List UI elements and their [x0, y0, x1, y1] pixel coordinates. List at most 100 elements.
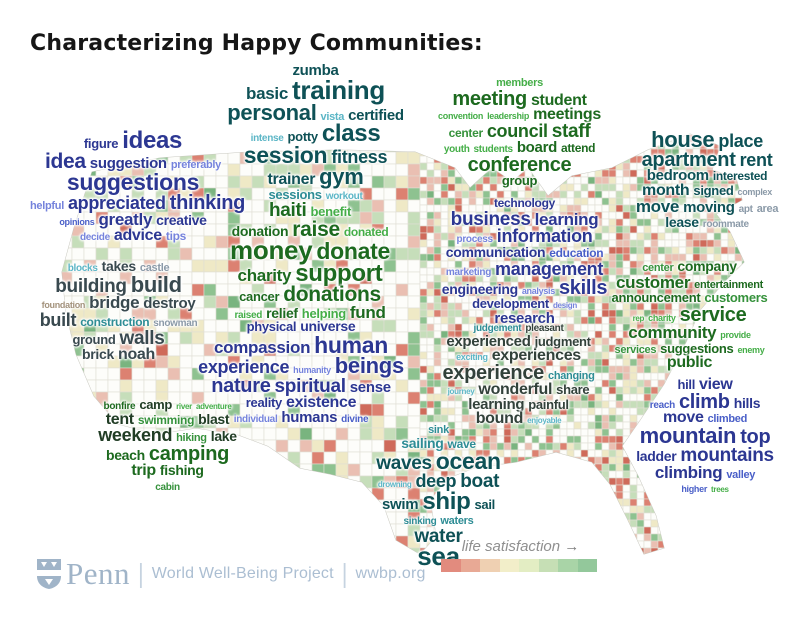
cluster-meeting: members meeting student convention leadershi… [427, 75, 612, 189]
cloud-word: provide [720, 329, 751, 340]
cluster-ocean: sink sailing wave waves ocean drowning deep boa… [366, 422, 511, 569]
cloud-word: hiking [176, 432, 207, 445]
cloud-word: ocean [435, 448, 501, 475]
cloud-word: meeting [452, 87, 527, 110]
cloud-word: benefit [310, 204, 352, 219]
cloud-word: beach [105, 447, 145, 464]
cloud-word: personal [227, 99, 317, 125]
cloud-word: top [740, 426, 771, 449]
cloud-word: climb [678, 390, 730, 413]
cloud-word: public [666, 354, 713, 372]
cloud-word: management [495, 258, 604, 279]
legend-gradient-segment [577, 559, 597, 572]
cloud-word: reach [649, 399, 675, 411]
cloud-word: services [614, 343, 657, 356]
cloud-word: swim [382, 495, 419, 513]
cluster-money: haiti benefit donation raise donated money don… [196, 201, 424, 322]
cloud-word: complex [737, 187, 773, 198]
legend-gradient-segment [519, 559, 539, 572]
cloud-word: foundation [41, 300, 86, 311]
cluster-business: technology business learning process informa… [422, 196, 627, 327]
cloud-word: journey [447, 386, 475, 396]
cloud-word: sink [428, 424, 449, 436]
cloud-word: gym [319, 164, 364, 190]
cluster-mountain: hill view reach climb hills move climbed mounta… [610, 377, 800, 496]
cloud-word: appreciated [67, 192, 166, 213]
cloud-word: share [556, 381, 590, 397]
cloud-word: helping [301, 306, 346, 322]
legend-gradient-segment [460, 559, 480, 572]
cloud-word: experienced [446, 332, 531, 350]
cloud-word: council [486, 121, 548, 142]
cloud-word: engineering [441, 280, 518, 297]
cloud-word: snowman [153, 318, 198, 330]
cloud-word: mountains [680, 444, 774, 466]
cloud-word: community [628, 322, 717, 342]
footer-divider: | [138, 558, 144, 589]
legend-gradient-segment [558, 559, 578, 572]
cloud-word: suggestions [66, 168, 200, 195]
cloud-word: trainer [267, 171, 316, 189]
cloud-word: boat [460, 471, 500, 493]
cloud-word: company [677, 258, 737, 274]
cloud-word: nature [211, 375, 271, 398]
cloud-word: idea [44, 150, 86, 174]
cloud-word: climbed [707, 413, 748, 426]
cloud-word: area [756, 202, 779, 215]
cloud-word: cabin [155, 481, 180, 493]
cloud-word: experience [442, 362, 544, 385]
cloud-word: information [496, 226, 593, 247]
legend-gradient-segment [480, 559, 500, 572]
cloud-word: ship [422, 487, 471, 515]
cloud-word: deep [415, 471, 457, 492]
cluster-customer: center company customer entertainment announ… [582, 258, 797, 372]
cloud-word: tips [165, 228, 187, 243]
cloud-word: marketing [445, 266, 492, 278]
cloud-word: entertainment [694, 278, 763, 291]
cloud-word: experiences [491, 347, 582, 365]
cloud-word: trees [711, 485, 729, 495]
cloud-word: skills [558, 276, 608, 299]
cloud-word: center [642, 262, 674, 274]
cloud-word: customer [616, 272, 691, 292]
cloud-word: charity [648, 313, 676, 324]
cloud-word: river [176, 402, 192, 411]
cloud-word: takes [101, 258, 137, 274]
cloud-word: built [39, 310, 77, 331]
cloud-word: announcement [611, 290, 701, 306]
cloud-word: potty [287, 129, 319, 145]
cloud-word: wonderful [478, 380, 553, 398]
cloud-word: bound [475, 410, 524, 428]
cloud-word: relief [266, 305, 298, 322]
cloud-word: opinions [59, 217, 95, 228]
cloud-word: ladder [636, 447, 677, 464]
cloud-word: lease [665, 213, 699, 230]
cloud-word: spiritual [274, 376, 347, 398]
cloud-word: donated [343, 224, 389, 239]
cloud-word: existence [285, 393, 357, 411]
cloud-word: decide [79, 231, 110, 243]
cloud-word: house [651, 127, 715, 152]
cloud-word: customers [704, 290, 768, 306]
cloud-word: weekend [98, 425, 173, 446]
cloud-word: waves [376, 453, 432, 475]
cloud-word: training [292, 74, 385, 105]
cloud-word: design [552, 301, 577, 311]
cloud-word: hill [677, 377, 696, 392]
cloud-word: destroy [143, 295, 196, 313]
cloud-word: helpful [30, 199, 64, 212]
cloud-word: creative [156, 212, 207, 229]
cloud-word: support [295, 260, 383, 288]
cloud-word: cancer [239, 289, 280, 305]
cloud-word: thinking [169, 191, 246, 214]
cloud-word: construction [80, 315, 150, 330]
website-link[interactable]: wwbp.org [355, 565, 426, 582]
cloud-word: judgment [534, 333, 591, 349]
cloud-word: session [243, 142, 328, 169]
cloud-word: student [530, 91, 587, 109]
cloud-word: physical [246, 319, 297, 334]
cloud-word: enemy [737, 344, 765, 355]
cloud-word: individual [233, 413, 278, 425]
cloud-word: brick [82, 345, 114, 362]
